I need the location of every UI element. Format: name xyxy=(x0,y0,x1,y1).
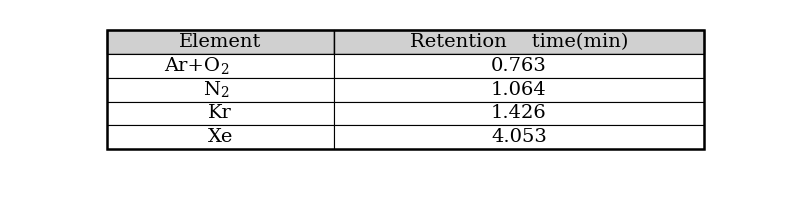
Text: 2: 2 xyxy=(220,63,229,77)
Text: Ar+O: Ar+O xyxy=(165,57,220,75)
Text: Element: Element xyxy=(179,33,261,51)
Bar xyxy=(107,102,334,125)
Text: Retention    time(min): Retention time(min) xyxy=(410,33,628,51)
Bar xyxy=(107,78,334,102)
Bar xyxy=(107,30,704,149)
Bar xyxy=(334,125,704,149)
Bar xyxy=(334,78,704,102)
Text: 1.064: 1.064 xyxy=(491,81,547,99)
Bar xyxy=(107,54,334,78)
Bar xyxy=(107,125,334,149)
Bar xyxy=(107,30,334,54)
Text: Kr: Kr xyxy=(208,104,232,122)
Text: 4.053: 4.053 xyxy=(491,128,547,146)
Bar xyxy=(334,30,704,54)
Bar xyxy=(334,54,704,78)
Bar xyxy=(334,102,704,125)
Text: Xe: Xe xyxy=(207,128,233,146)
Text: 1.426: 1.426 xyxy=(491,104,547,122)
Text: N: N xyxy=(203,81,220,99)
Text: 2: 2 xyxy=(220,86,229,100)
Text: 0.763: 0.763 xyxy=(491,57,547,75)
